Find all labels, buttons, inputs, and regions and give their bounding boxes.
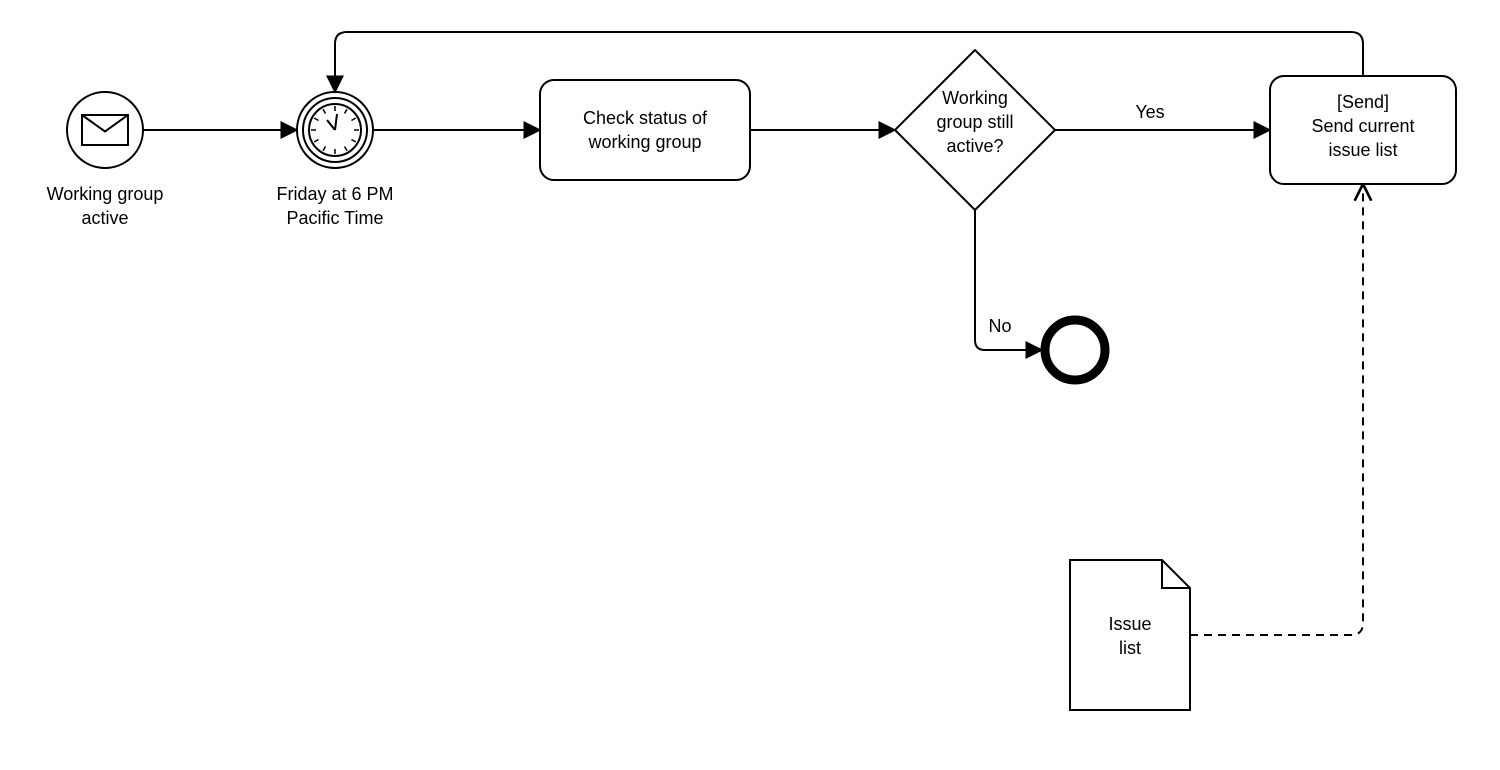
node-task_check: Check status ofworking group — [540, 80, 750, 180]
node-doc: Issuelist — [1070, 560, 1190, 710]
edge-e5: No — [975, 210, 1042, 350]
document-icon — [1070, 560, 1190, 710]
node-end — [1045, 320, 1105, 380]
node-label-gateway: Workinggroup stillactive? — [936, 88, 1013, 156]
edge-label-e5: No — [988, 316, 1011, 336]
node-gateway: Workinggroup stillactive? — [895, 50, 1055, 210]
node-label-start_message: Working groupactive — [47, 184, 164, 228]
edge-e6 — [335, 32, 1363, 92]
node-timer: Friday at 6 PMPacific Time — [276, 92, 393, 228]
end-event-circle — [1045, 320, 1105, 380]
node-task_send: [Send]Send currentissue list — [1270, 76, 1456, 184]
edge-e4: Yes — [1055, 102, 1270, 130]
edge-label-e4: Yes — [1135, 102, 1164, 122]
node-label-timer: Friday at 6 PMPacific Time — [276, 184, 393, 228]
edge-e7_assoc — [1190, 184, 1363, 635]
node-start_message: Working groupactive — [47, 92, 164, 228]
